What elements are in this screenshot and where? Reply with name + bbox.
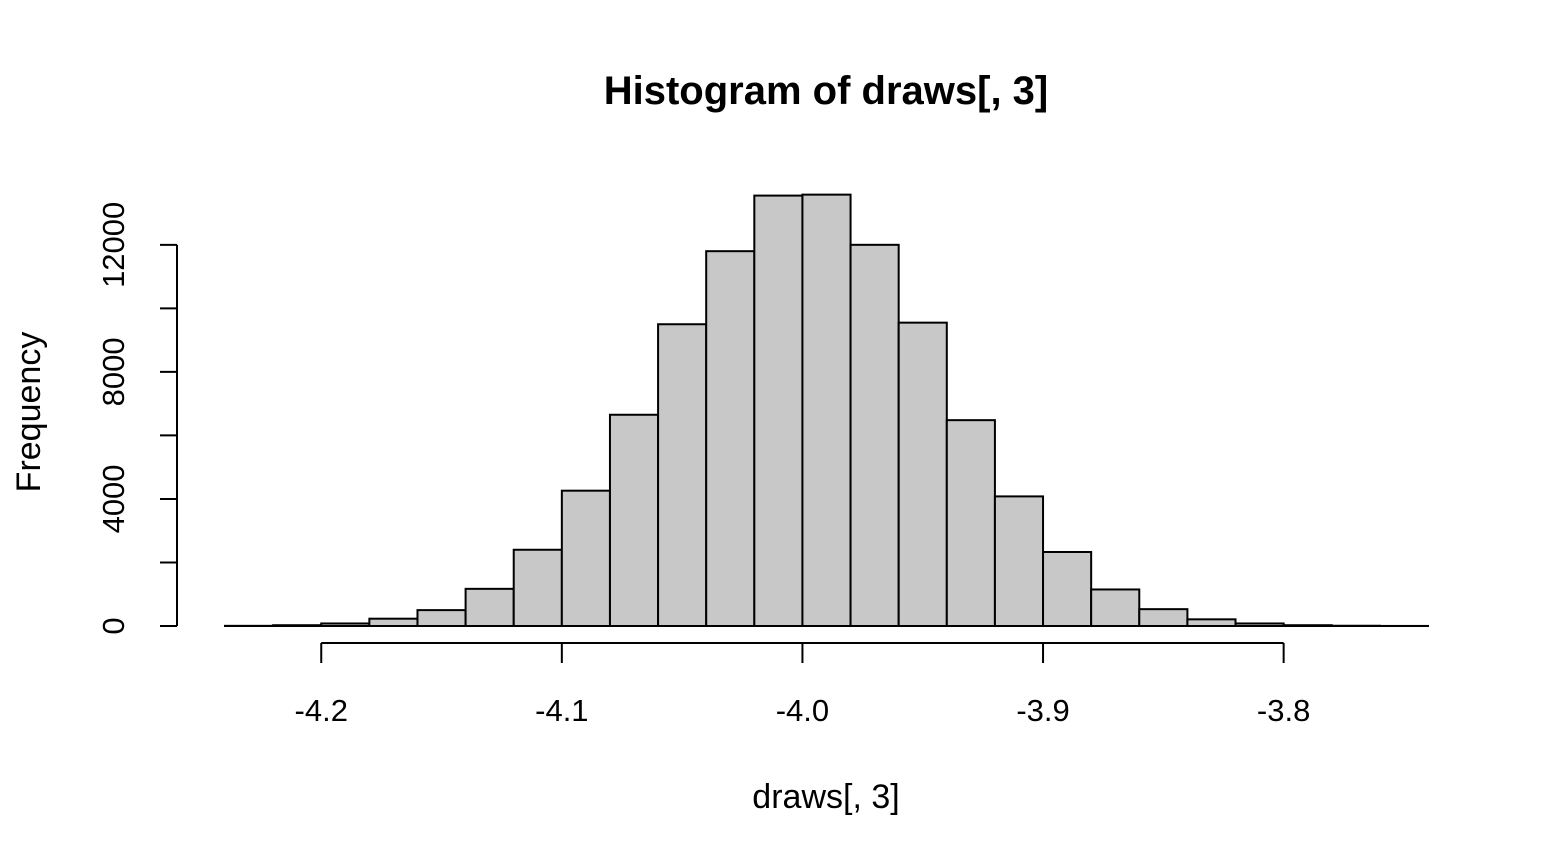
histogram-bar	[801, 193, 852, 627]
histogram-bar	[1282, 624, 1333, 628]
histogram-bar	[705, 250, 756, 627]
x-tick-label: -4.0	[776, 693, 829, 728]
histogram-bar	[1138, 608, 1189, 627]
histogram-bar	[753, 194, 804, 627]
y-tick-label: 8000	[96, 337, 131, 406]
x-axis-title: draws[, 3]	[752, 778, 899, 816]
x-tick-label: -3.9	[1016, 693, 1069, 728]
histogram-bar	[464, 587, 515, 628]
histogram-bar	[1234, 622, 1285, 628]
histogram-bar	[608, 413, 660, 628]
x-tick-label: -4.1	[535, 693, 588, 728]
histogram-bar	[512, 548, 563, 628]
x-tick-label: -3.8	[1257, 693, 1310, 728]
histogram-bar	[657, 323, 708, 627]
histogram-bar	[1090, 588, 1141, 627]
histogram-bar	[560, 489, 611, 627]
histogram-bar	[897, 321, 948, 627]
histogram-bar	[320, 622, 371, 628]
histogram-bar	[368, 617, 419, 628]
y-tick-label: 12000	[96, 202, 131, 288]
y-tick-label: 4000	[96, 464, 131, 533]
bars-group	[224, 193, 1430, 628]
y-axis-title: Frequency	[10, 332, 48, 493]
chart-title: Histogram of draws[, 3]	[604, 69, 1049, 113]
histogram-bar	[1186, 618, 1237, 628]
histogram-bar	[993, 495, 1045, 627]
histogram-bar	[272, 624, 323, 628]
histogram-bar	[945, 419, 996, 627]
y-axis: 0 4000 8000 12000	[96, 202, 178, 635]
histogram-bar	[416, 609, 467, 627]
y-tick-label: 0	[96, 617, 131, 634]
histogram-bar	[1042, 550, 1093, 627]
x-tick-label: -4.2	[295, 693, 348, 728]
histogram-bar	[849, 243, 900, 627]
x-axis: -4.2 -4.1 -4.0 -3.9 -3.8	[295, 642, 1310, 728]
